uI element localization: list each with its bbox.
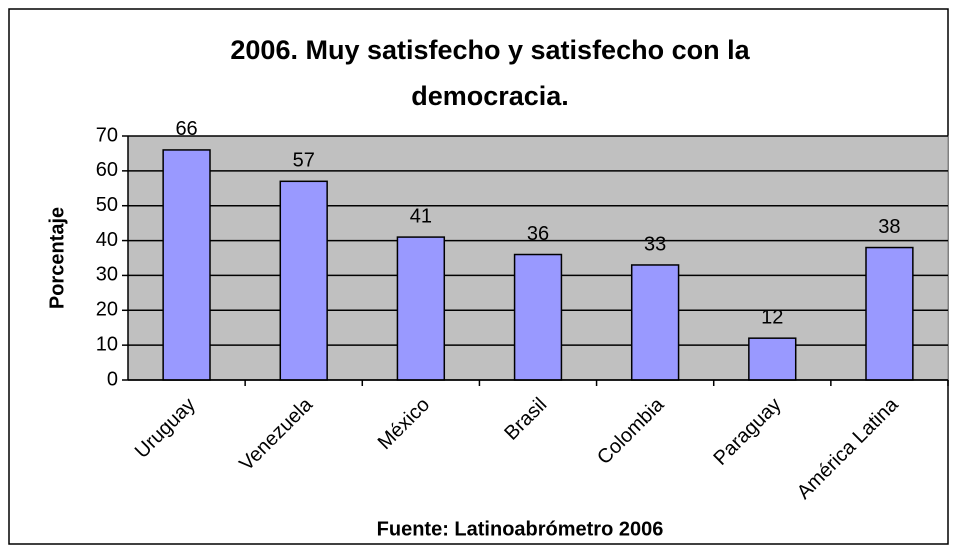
- value-label: 38: [878, 216, 900, 238]
- y-axis-label: Porcentaje: [46, 207, 68, 309]
- y-tick-label: 50: [96, 194, 118, 216]
- bar: [162, 149, 211, 381]
- bar: [630, 264, 680, 381]
- chart-title: 2006. Muy satisfecho y satisfecho con la: [230, 35, 750, 65]
- value-label: 36: [527, 223, 549, 245]
- chart-title: democracia.: [411, 81, 569, 111]
- y-tick-label: 60: [96, 159, 118, 181]
- source-note: Fuente: Latinoabrómetro 2006: [377, 518, 664, 540]
- bar: [396, 236, 446, 381]
- value-label: 57: [293, 150, 315, 172]
- y-tick-label: 0: [107, 368, 118, 390]
- y-tick-label: 40: [96, 229, 118, 251]
- y-tick-label: 20: [96, 299, 118, 321]
- bar: [748, 337, 797, 381]
- value-label: 41: [410, 205, 432, 227]
- value-label: 33: [644, 233, 666, 255]
- y-tick-label: 70: [96, 124, 118, 146]
- bar: [865, 246, 914, 381]
- y-tick-label: 30: [96, 264, 118, 286]
- bar: [513, 253, 563, 381]
- value-label: 66: [175, 118, 197, 140]
- bar: [279, 180, 328, 381]
- value-label: 12: [761, 306, 783, 328]
- y-tick-label: 10: [96, 333, 118, 355]
